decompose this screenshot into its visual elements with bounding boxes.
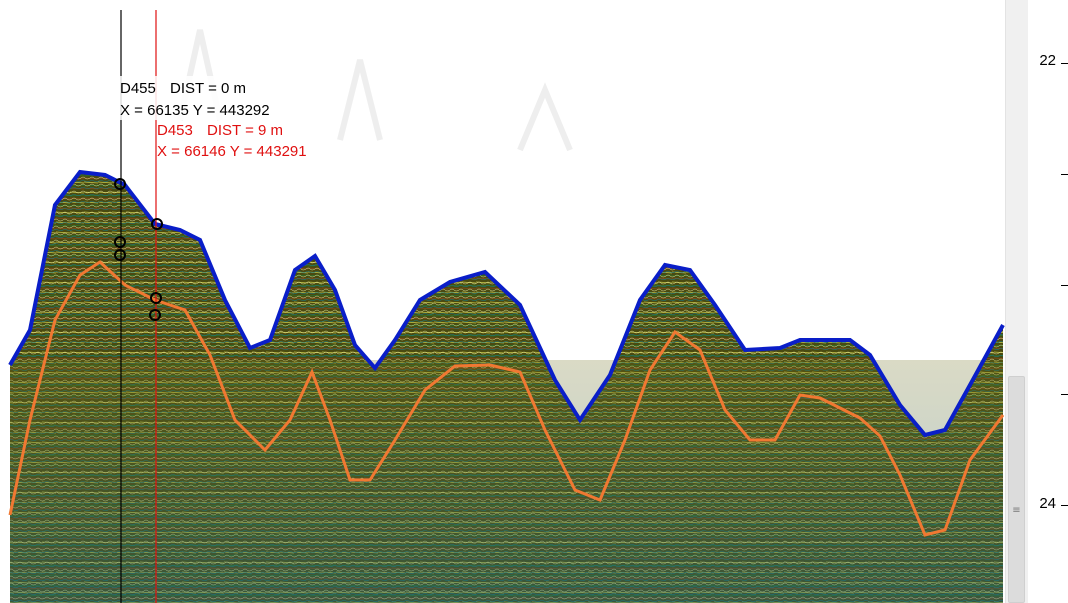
cursor-d453-name: D453 [157, 122, 193, 139]
circle-marker-icon[interactable] [149, 309, 161, 321]
pick-markers[interactable] [114, 178, 163, 321]
ruler-tick [1061, 63, 1068, 64]
cursor-label-d455: D455 DIST = 0 m X = 66135 Y = 443292 [118, 76, 318, 120]
ruler-tick [1061, 174, 1068, 175]
ruler-tick [1061, 394, 1068, 395]
cursor-d453-header: D453 DIST = 9 m [157, 122, 283, 139]
ruler-label-24: 24 [1039, 495, 1056, 512]
depth-shade [10, 360, 1003, 603]
circle-marker-icon[interactable] [114, 249, 126, 261]
cursor-d455-header: D455 DIST = 0 m [120, 80, 246, 97]
depth-ruler: 22 24 [1028, 0, 1068, 603]
vertical-scrollbar[interactable]: ≡ [1005, 0, 1028, 603]
blue-horizon-line[interactable] [8, 169, 1005, 438]
cursor-label-d453: D453 DIST = 9 m X = 66146 Y = 443291 [157, 122, 307, 160]
orange-horizon-line[interactable] [8, 260, 1005, 537]
circle-marker-icon[interactable] [150, 292, 162, 304]
grip-icon: ≡ [1012, 505, 1021, 516]
circle-marker-icon[interactable] [151, 218, 163, 230]
circle-marker-icon[interactable] [114, 178, 126, 190]
profile-canvas[interactable]: D455 DIST = 0 m X = 66135 Y = 443292 D45… [0, 0, 1005, 603]
cursor-d455-name: D455 [120, 80, 156, 97]
cursor-d453-dist: DIST = 9 m [207, 122, 283, 139]
ruler-tick [1061, 285, 1068, 286]
cursor-d455-xy: X = 66135 Y = 443292 [120, 102, 270, 119]
ruler-tick [1061, 505, 1068, 506]
seismic-profile-view[interactable]: D455 DIST = 0 m X = 66135 Y = 443292 D45… [0, 0, 1005, 603]
ruler-label-22: 22 [1039, 52, 1056, 69]
circle-marker-icon[interactable] [114, 236, 126, 248]
scrollbar-thumb[interactable]: ≡ [1008, 376, 1025, 603]
cursor-d453-xy: X = 66146 Y = 443291 [157, 143, 307, 160]
cursor-d455-dist: DIST = 0 m [170, 80, 246, 97]
